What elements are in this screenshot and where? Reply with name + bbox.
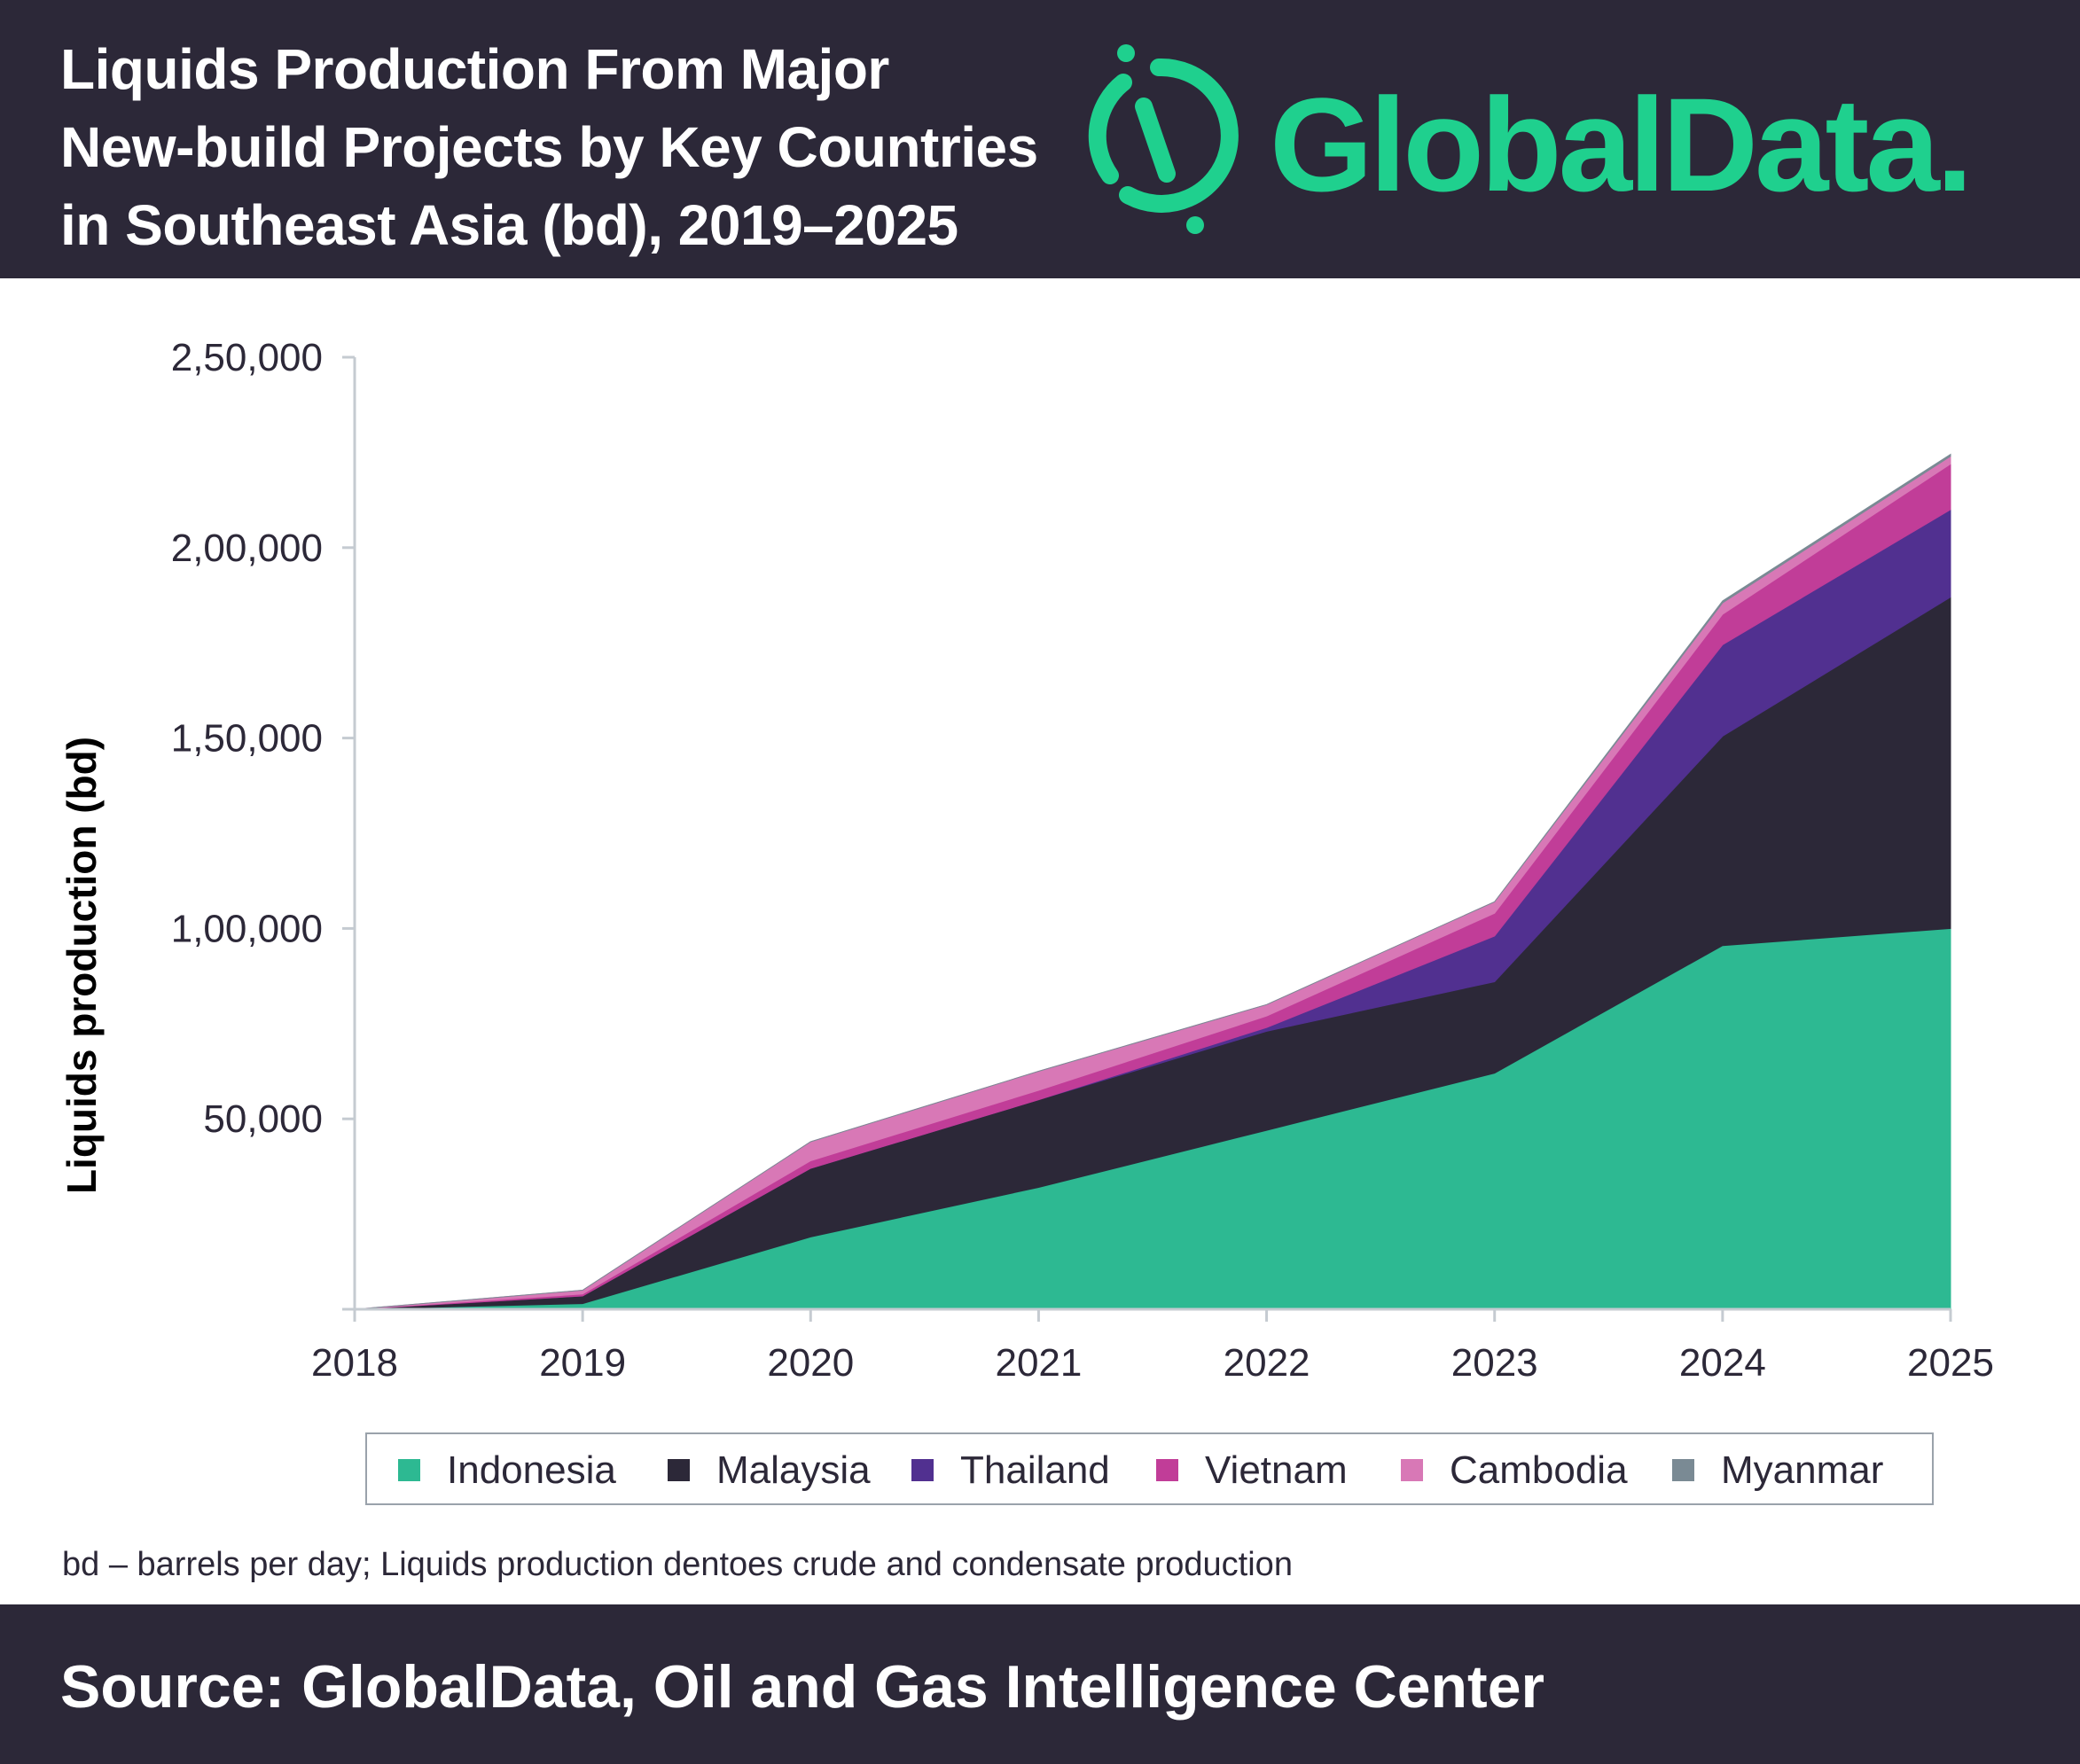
legend-label-thailand: Thailand <box>960 1448 1110 1492</box>
y-tick-label: 50,000 <box>203 1097 323 1141</box>
y-tick-label: 2,00,000 <box>171 527 323 570</box>
chart-title: Liquids Production From Major New-build … <box>60 30 1071 264</box>
title-line: in Southeast Asia (bd), 2019–2025 <box>60 193 958 257</box>
x-tick-label: 2022 <box>1224 1341 1310 1385</box>
y-tick-label: 1,50,000 <box>171 717 323 761</box>
x-tick-label: 2024 <box>1679 1341 1766 1385</box>
legend-swatch-myanmar <box>1672 1459 1694 1481</box>
y-tick-label: 2,50,000 <box>171 336 323 379</box>
legend-label-cambodia: Cambodia <box>1450 1448 1628 1492</box>
legend-label-indonesia: Indonesia <box>447 1448 616 1492</box>
legend-box <box>365 1432 1934 1505</box>
legend-swatch-vietnam <box>1156 1459 1178 1481</box>
x-tick-label: 2023 <box>1451 1341 1538 1385</box>
area-myanmar <box>354 453 1951 1310</box>
legend-label-myanmar: Myanmar <box>1721 1448 1883 1492</box>
y-axis-label: Liquids production (bd) <box>59 737 105 1194</box>
y-tick-label: 1,00,000 <box>171 907 323 950</box>
header-banner: Liquids Production From Major New-build … <box>0 0 2080 278</box>
brand-name: GlobalData. <box>1270 70 1973 219</box>
chart-axes: 50,000 1,00,000 1,50,000 2,00,000 2,50,000 20… <box>171 336 1994 1385</box>
legend-swatch-malaysia <box>668 1459 690 1481</box>
source-text: Source: GlobalData, Oil and Gas Intellig… <box>60 1653 1544 1721</box>
legend-swatch-indonesia <box>398 1459 420 1481</box>
stacked-area-chart: 50,000 1,00,000 1,50,000 2,00,000 2,50,000 20… <box>59 336 1994 1505</box>
legend-swatch-cambodia <box>1401 1459 1423 1481</box>
title-line: Liquids Production From Major <box>60 37 889 101</box>
footnote: bd – barrels per day; Liquids production… <box>62 1546 1293 1583</box>
logo-mark-icon <box>1088 44 1239 234</box>
globaldata-logo: GlobalData. <box>1075 43 2059 246</box>
x-tick-label: 2020 <box>767 1341 854 1385</box>
x-tick-label: 2025 <box>1907 1341 1994 1385</box>
x-tick-label: 2019 <box>539 1341 626 1385</box>
legend-label-malaysia: Malaysia <box>716 1448 871 1492</box>
chart-areas <box>354 453 1951 1310</box>
legend-swatch-thailand <box>911 1459 934 1481</box>
x-tick-label: 2018 <box>311 1341 398 1385</box>
legend: Indonesia Malaysia Thailand Vietnam Cambodia… <box>365 1432 1934 1505</box>
legend-label-vietnam: Vietnam <box>1205 1448 1348 1492</box>
x-tick-label: 2021 <box>995 1341 1082 1385</box>
footer-banner: Source: GlobalData, Oil and Gas Intellig… <box>0 1604 2080 1764</box>
title-line: New-build Projects by Key Countries <box>60 115 1038 179</box>
